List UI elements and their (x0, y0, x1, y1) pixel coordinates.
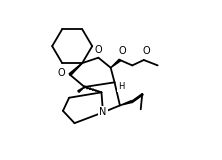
Polygon shape (120, 101, 132, 105)
Text: O: O (118, 46, 126, 56)
Text: O: O (95, 45, 102, 55)
Text: O: O (142, 46, 150, 56)
Text: H: H (118, 82, 124, 92)
Text: O: O (58, 68, 65, 78)
Polygon shape (111, 59, 121, 68)
Text: N: N (99, 107, 107, 117)
Polygon shape (69, 63, 82, 76)
Polygon shape (78, 87, 85, 92)
